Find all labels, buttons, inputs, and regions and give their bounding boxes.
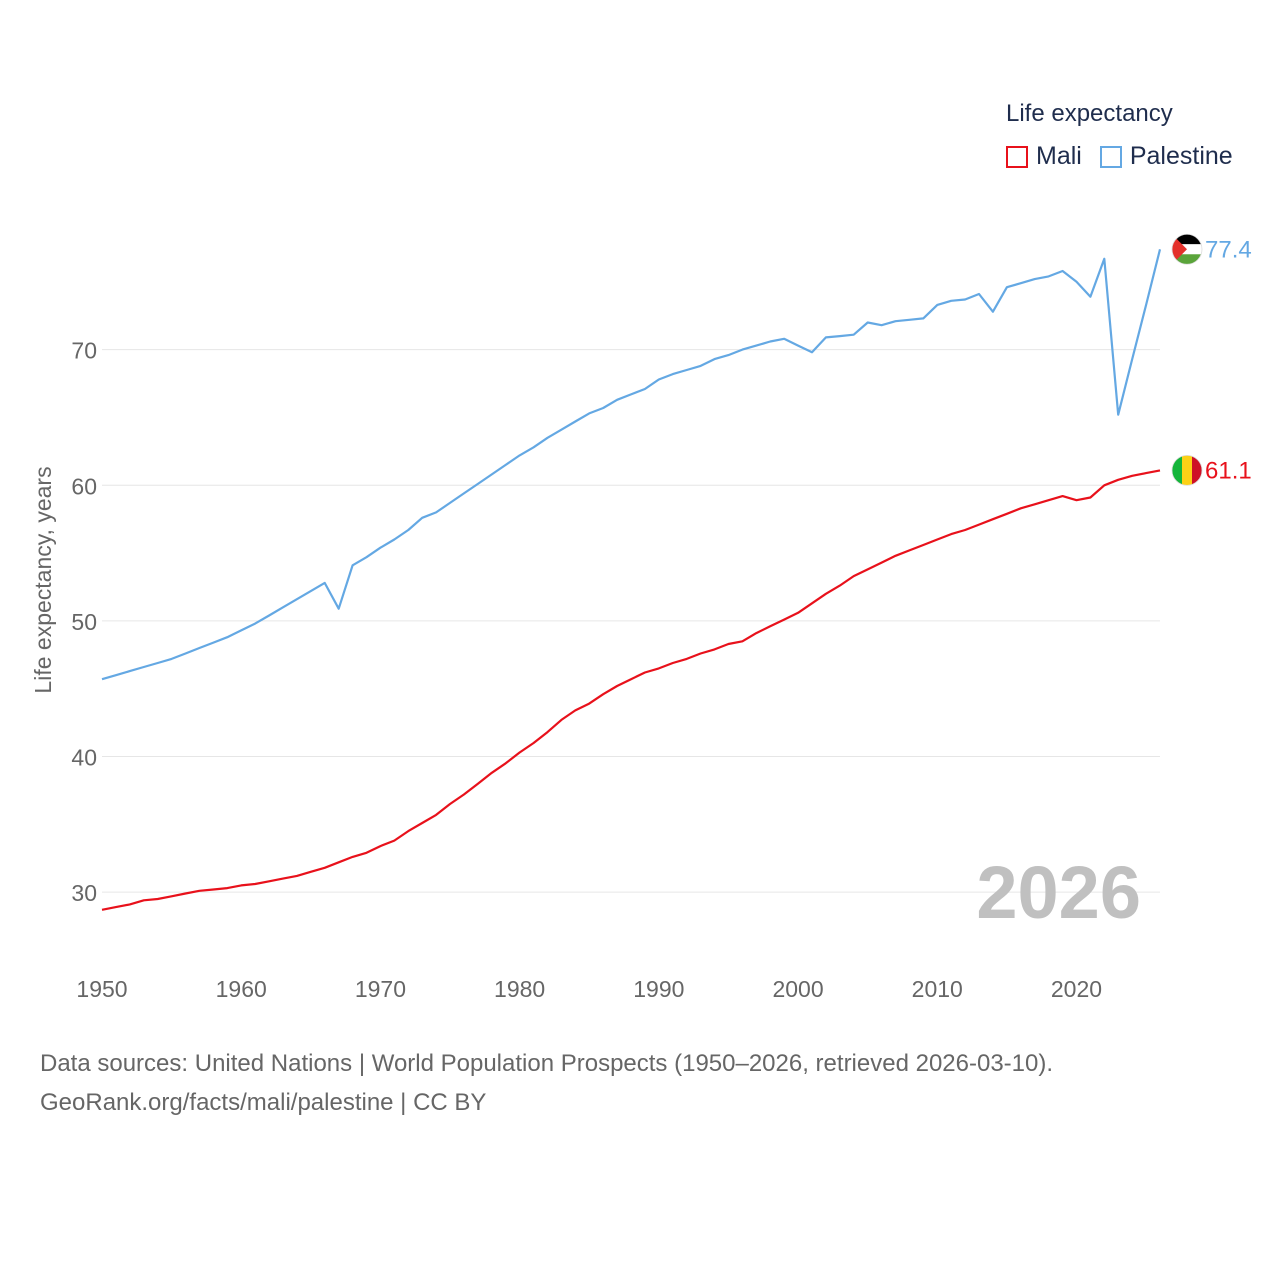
- flag-mali-icon: [1172, 455, 1202, 486]
- x-axis-ticks: 1950 1960 1970 1980 1990 2000 2010 2020: [76, 976, 1102, 1002]
- series-line-mali: [101, 469, 1161, 911]
- y-axis-label: Life expectancy, years: [30, 466, 56, 693]
- end-label-mali: 61.1: [1205, 457, 1252, 484]
- y-tick-label: 50: [71, 609, 97, 635]
- current-year-label: 2026: [976, 851, 1141, 934]
- x-tick-label: 1980: [494, 976, 545, 1002]
- x-tick-label: 1950: [76, 976, 127, 1002]
- legend-swatch-mali: [1006, 145, 1028, 168]
- legend-item-palestine[interactable]: Palestine: [1099, 142, 1233, 171]
- legend-label-mali: Mali: [1036, 142, 1082, 170]
- data-sources-line: Data sources: United Nations | World Pop…: [40, 1050, 1054, 1077]
- y-tick-label: 40: [71, 745, 97, 771]
- series-lines: [101, 249, 1162, 911]
- x-tick-label: 2020: [1051, 976, 1102, 1002]
- data-sources: Data sources: United Nations | World Pop…: [40, 1044, 1053, 1122]
- y-tick-label: 60: [71, 473, 97, 499]
- legend-item-mali[interactable]: Mali: [1006, 142, 1082, 171]
- grid-lines: [102, 349, 1160, 893]
- end-label-palestine: 77.4: [1205, 236, 1252, 263]
- end-markers: 77.4 61.1: [1171, 233, 1252, 486]
- flag-outline: [1171, 454, 1203, 486]
- flag-outline: [1171, 233, 1203, 265]
- x-tick-label: 2000: [772, 976, 823, 1002]
- legend-swatch-palestine: [1099, 145, 1122, 168]
- attribution-line[interactable]: GeoRank.org/facts/mali/palestine | CC BY: [40, 1089, 487, 1116]
- x-tick-label: 1990: [633, 976, 684, 1002]
- y-tick-label: 30: [71, 880, 97, 906]
- legend-label-palestine: Palestine: [1129, 142, 1233, 170]
- x-tick-label: 1960: [216, 976, 267, 1002]
- legend: Mali Palestine: [1006, 142, 1251, 171]
- y-tick-label: 70: [71, 338, 97, 364]
- x-tick-label: 1970: [355, 976, 406, 1002]
- legend-title: Life expectancy: [1006, 100, 1173, 127]
- series-line-palestine: [101, 249, 1162, 681]
- flag-palestine-icon: [1172, 234, 1202, 265]
- y-axis-ticks: 30 40 50 60 70: [71, 338, 97, 907]
- x-tick-label: 2010: [912, 976, 963, 1002]
